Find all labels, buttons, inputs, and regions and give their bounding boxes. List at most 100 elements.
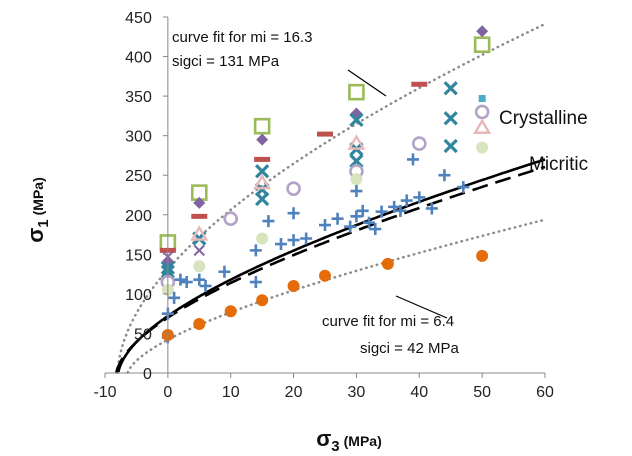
orange-circle-marker [224, 305, 237, 318]
diamond-marker [256, 133, 269, 146]
upper-fit-annotation-line2: sigci = 131 MPa [172, 53, 280, 70]
crystalline-curve-label: Crystalline [499, 108, 588, 129]
hollow-circle-marker [474, 104, 490, 120]
plus-marker [375, 205, 388, 218]
x-marker [349, 112, 364, 127]
dash-marker [191, 213, 208, 219]
x-axis-title: σ3 (MPa) [316, 426, 382, 455]
triangle-marker [190, 225, 209, 241]
y-tick-label: 50 [134, 326, 152, 343]
orange-circle-marker [256, 294, 269, 307]
upper-fit-annotation-line1: curve fit for mi = 16.3 [172, 29, 312, 46]
y-tick-label: 100 [125, 287, 152, 304]
plus-marker [300, 232, 313, 245]
triangle-marker [347, 134, 366, 150]
orange-circle-marker [476, 249, 489, 262]
hollow-square-marker [253, 117, 271, 135]
hollow-circle-marker [286, 181, 301, 196]
filled-circle-marker [350, 173, 363, 186]
micritic-curve [115, 165, 546, 373]
plus-marker [287, 234, 300, 247]
plus-marker [363, 216, 375, 229]
crystalline-curve [117, 158, 546, 373]
lower-fit-annotation: curve fit for mi = 6.4 sigci = 42 MPa [322, 295, 459, 357]
filled-circle-marker [193, 260, 206, 273]
x-tick-label: 0 [163, 384, 172, 401]
y-tick-label: 0 [143, 366, 152, 383]
y-axis-symbol: σ [23, 228, 48, 243]
x-marker [443, 81, 458, 96]
orange-circle-marker [193, 317, 206, 330]
plus-marker [249, 244, 262, 257]
x-marker [255, 191, 270, 207]
plus-marker [413, 191, 426, 204]
plus-marker [394, 204, 407, 217]
plus-marker [262, 215, 275, 228]
x-marker [443, 111, 458, 126]
x-tick-label: 40 [410, 384, 428, 401]
upper-fit-annotation: curve fit for mi = 16.3 sigci = 131 MPa [172, 29, 387, 97]
plus-marker [356, 204, 369, 217]
orange-circle-marker [319, 269, 331, 282]
x-tick-label: -10 [93, 384, 116, 401]
plus-marker [218, 265, 231, 278]
plus-marker [174, 273, 187, 286]
dash-marker [317, 131, 333, 137]
plus-marker [438, 169, 451, 182]
orange-circle-marker [287, 279, 300, 292]
x-marker [255, 164, 270, 179]
lower-fit-leader-line [395, 295, 448, 319]
y-tick-label: 250 [125, 168, 152, 185]
cross-marker [193, 244, 205, 257]
dash-marker [411, 81, 428, 87]
plus-marker [275, 238, 287, 251]
plus-marker [319, 219, 331, 232]
lower_fit-curve [126, 218, 547, 374]
y-tick-label: 300 [125, 129, 152, 146]
hollow-circle-marker [411, 136, 427, 151]
lower-fit-annotation-line1: curve fit for mi = 6.4 [322, 313, 454, 330]
plus-marker [350, 210, 363, 223]
plus-marker [388, 200, 401, 213]
y-axis-subscript: 1 [35, 219, 52, 227]
plus-marker [287, 207, 300, 220]
plus-marker [180, 276, 193, 289]
micritic-curve-label: Micritic [529, 154, 588, 175]
plus-marker [457, 181, 470, 194]
plus-marker [331, 212, 344, 225]
plus-marker [249, 276, 262, 289]
y-tick-label: 150 [125, 247, 152, 264]
y-tick-label: 450 [125, 10, 152, 27]
x-marker [443, 138, 458, 154]
plus-marker [350, 185, 363, 198]
y-tick-label: 200 [125, 208, 152, 225]
plus-marker [407, 153, 419, 166]
x-axis-unit: (MPa) [344, 433, 382, 449]
axes [104, 16, 546, 378]
plus-marker [369, 223, 382, 236]
small-square-marker [478, 94, 486, 102]
triangle-marker [473, 118, 492, 134]
diamond-marker [193, 196, 206, 209]
y-axis-unit: (MPa) [30, 177, 46, 215]
x-tick-label: 20 [285, 384, 303, 401]
hollow-circle-marker [223, 211, 239, 227]
orange-circle-marker [381, 257, 394, 270]
x-tick-label: 30 [348, 384, 366, 401]
x-tick-label: 60 [536, 384, 554, 401]
dash-marker [254, 156, 271, 162]
data-points [159, 25, 492, 344]
x-axis-symbol: σ [316, 426, 331, 451]
x-tick-label: 50 [473, 384, 491, 401]
filled-circle-marker [476, 141, 489, 154]
fit-curves [115, 22, 547, 375]
upper-fit-leader-line [347, 69, 387, 97]
diamond-marker [476, 25, 489, 38]
hollow-square-marker [348, 83, 365, 101]
x-tick-label: 10 [222, 384, 240, 401]
y-axis-title: σ1 (MPa) [23, 177, 52, 243]
hollow-square-marker [473, 36, 491, 53]
triangle-marker [253, 173, 272, 190]
plus-marker [199, 279, 212, 292]
